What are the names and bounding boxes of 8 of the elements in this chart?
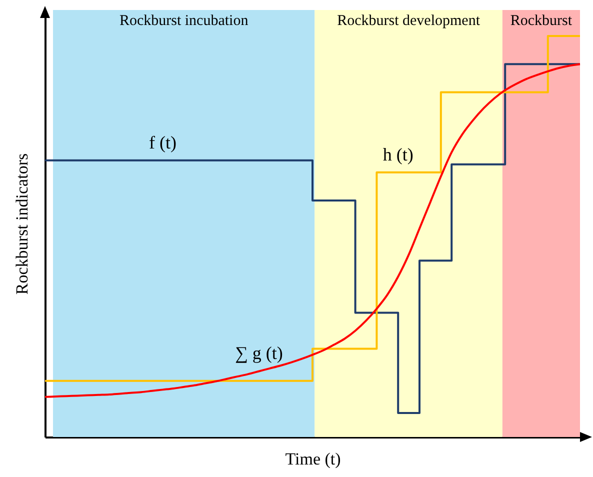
series-label: h (t) bbox=[382, 144, 414, 164]
text: Rockburst incubation bbox=[119, 13, 249, 29]
x-axis-title: Time (t) bbox=[285, 450, 341, 468]
series-label: ∑ g (t) bbox=[235, 343, 283, 364]
y-axis-title: Rockburst indicators bbox=[12, 153, 32, 295]
text: Rockburst development bbox=[337, 13, 481, 29]
text: Rockburst bbox=[510, 13, 573, 29]
series-label: f (t) bbox=[148, 132, 176, 152]
